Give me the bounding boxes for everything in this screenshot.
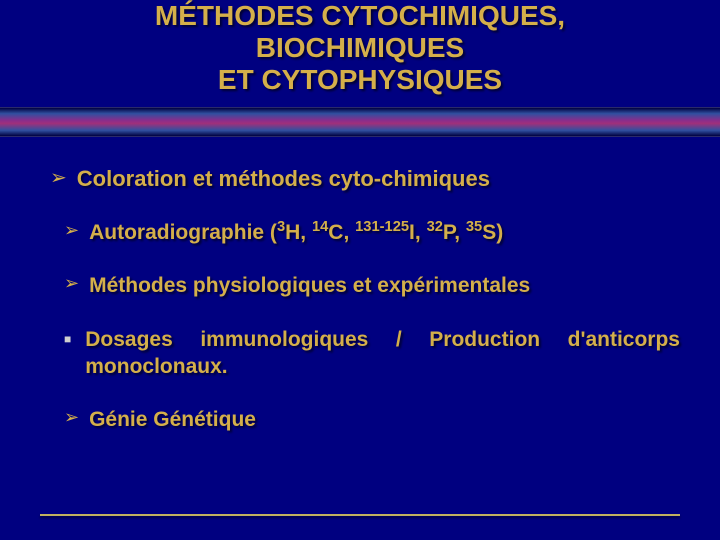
list-item: ➢ Génie Génétique xyxy=(50,406,680,433)
list-item: ■ Dosages immunologiques / Production d'… xyxy=(50,326,680,381)
slide: MÉTHODES CYTOCHIMIQUES, BIOCHIMIQUES ET … xyxy=(0,0,720,540)
arrow-bullet-icon: ➢ xyxy=(64,272,79,295)
arrow-bullet-icon: ➢ xyxy=(64,406,79,429)
square-bullet-icon: ■ xyxy=(64,332,71,348)
title-line-1: MÉTHODES CYTOCHIMIQUES, xyxy=(0,0,720,32)
list-item: ➢ Méthodes physiologiques et expérimental… xyxy=(50,272,680,299)
arrow-bullet-icon: ➢ xyxy=(50,165,67,191)
list-item: ➢ Coloration et méthodes cyto-chimiques xyxy=(50,165,680,194)
list-item: ➢ Autoradiographie (3H, 14C, 131-125I, 32… xyxy=(50,219,680,246)
list-item-text: Méthodes physiologiques et expérimentale… xyxy=(89,272,530,299)
slide-title: MÉTHODES CYTOCHIMIQUES, BIOCHIMIQUES ET … xyxy=(0,0,720,97)
content-list: ➢ Coloration et méthodes cyto-chimiques ➢ A… xyxy=(0,137,720,434)
list-item-text: Génie Génétique xyxy=(89,406,256,433)
list-item-text: Autoradiographie (3H, 14C, 131-125I, 32P… xyxy=(89,219,503,246)
list-item-text: Dosages immunologiques / Production d'an… xyxy=(85,326,680,381)
arrow-bullet-icon: ➢ xyxy=(64,219,79,242)
list-item-text: Coloration et méthodes cyto-chimiques xyxy=(77,165,490,194)
divider-bar xyxy=(0,107,720,137)
title-line-3: ET CYTOPHYSIQUES xyxy=(0,64,720,96)
title-line-2: BIOCHIMIQUES xyxy=(0,32,720,64)
bottom-rule xyxy=(40,514,680,516)
